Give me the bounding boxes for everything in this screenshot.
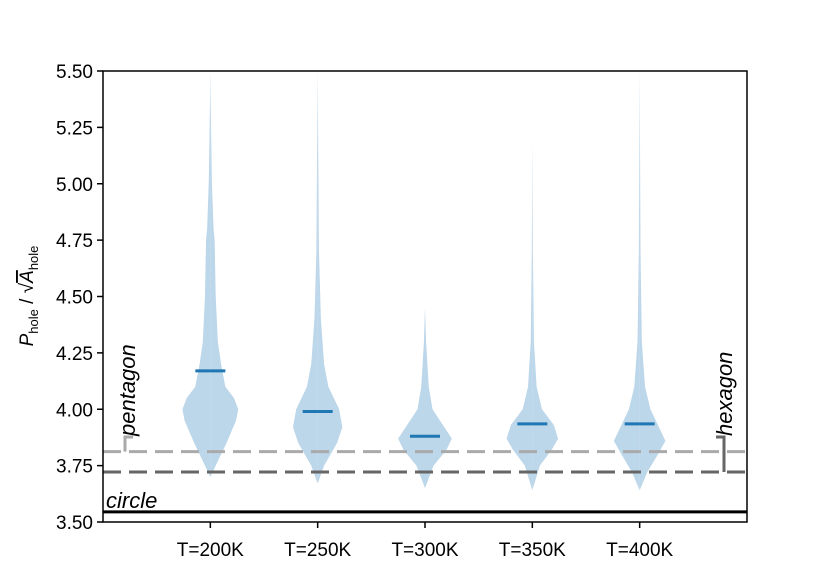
violin-half: [317, 71, 343, 484]
y-tick-label: 4.00: [56, 400, 93, 421]
reference-label: hexagon: [712, 352, 737, 436]
reference-label: pentagon: [115, 344, 140, 437]
hexagon-marker: [716, 435, 726, 472]
y-tick-label: 5.25: [56, 118, 93, 139]
y-tick-label: 4.75: [56, 231, 93, 252]
y-label-sub: hole: [26, 309, 41, 334]
violin-half: [425, 307, 452, 489]
violin-half: [292, 71, 318, 484]
violin-half: [182, 71, 211, 477]
x-tick-label: T=200K: [177, 540, 244, 561]
y-tick-label: 4.50: [56, 288, 93, 309]
y-label-p: P: [17, 333, 38, 346]
x-tick-label: T=400K: [606, 540, 673, 561]
x-tick-label: T=300K: [391, 540, 458, 561]
x-tick-label: T=250K: [284, 540, 351, 561]
y-axis-label: Phole / √Ahole: [17, 246, 41, 347]
x-tick-label: T=350K: [499, 540, 566, 561]
y-tick-label: 3.75: [56, 457, 93, 478]
violin-half: [639, 71, 666, 491]
y-tick-label: 3.50: [56, 513, 93, 534]
pentagon-marker: [123, 435, 133, 452]
violin-half: [532, 138, 559, 491]
violin-half: [398, 307, 425, 489]
y-tick-label: 4.25: [56, 344, 93, 365]
y-label-sep: /: [17, 293, 38, 309]
y-tick-label: 5.50: [56, 62, 93, 83]
violin-half: [506, 138, 533, 491]
reference-label: circle: [106, 488, 157, 513]
y-label-sqrt: √: [17, 282, 38, 293]
y-label-sub: hole: [26, 246, 41, 271]
violin-half: [613, 71, 640, 491]
violin-half: [210, 71, 239, 477]
y-label-a: A: [17, 270, 38, 284]
y-tick-label: 5.00: [56, 175, 93, 196]
